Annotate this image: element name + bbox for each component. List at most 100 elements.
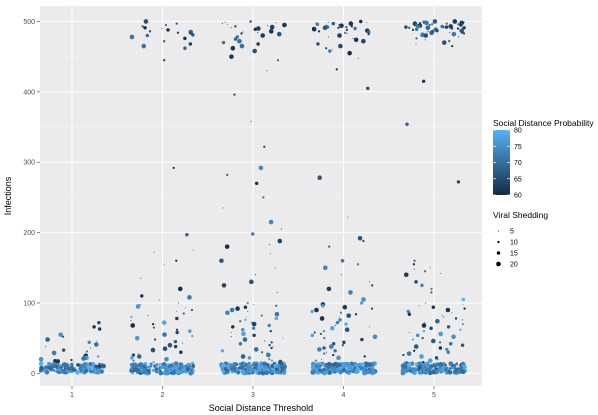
data-point: [230, 45, 236, 51]
data-point: [240, 369, 245, 375]
data-point: [220, 367, 225, 371]
data-point: [450, 363, 452, 366]
data-point: [323, 265, 328, 271]
data-point: [361, 38, 366, 44]
data-point: [311, 371, 316, 375]
data-point: [329, 326, 335, 331]
data-point: [138, 372, 140, 374]
data-point: [222, 371, 225, 374]
data-point: [89, 366, 95, 371]
data-point: [462, 319, 464, 321]
data-point: [324, 363, 326, 365]
data-point: [173, 361, 179, 366]
data-point: [350, 25, 354, 28]
data-point: [80, 369, 83, 372]
data-point: [175, 22, 178, 25]
data-point: [129, 364, 133, 367]
data-point: [162, 332, 167, 337]
data-point: [268, 358, 271, 361]
data-point: [49, 369, 52, 372]
size-legend-label: 20: [510, 262, 518, 269]
data-point: [311, 26, 317, 32]
data-point: [331, 342, 336, 346]
data-point: [252, 333, 256, 338]
data-point: [141, 43, 147, 49]
data-point: [329, 370, 331, 372]
data-point: [313, 331, 316, 334]
data-point: [314, 359, 318, 362]
data-point: [359, 19, 363, 24]
data-point: [95, 340, 98, 342]
x-axis-title: Social Distance Threshold: [209, 403, 313, 413]
data-point: [188, 370, 193, 376]
data-point: [45, 365, 49, 369]
data-point: [368, 326, 370, 328]
data-point: [435, 363, 440, 367]
data-point: [344, 363, 346, 366]
data-point: [446, 350, 450, 354]
data-point: [408, 331, 410, 334]
data-point: [75, 370, 80, 375]
data-point: [281, 369, 285, 372]
data-point: [147, 315, 149, 317]
data-point: [333, 349, 337, 353]
data-point: [421, 337, 424, 340]
data-point: [328, 344, 334, 349]
data-point: [159, 370, 161, 372]
data-point: [191, 334, 194, 338]
data-point: [460, 369, 466, 374]
data-point: [252, 48, 258, 54]
data-point: [328, 245, 331, 248]
color-legend: Social Distance Probability 80 75 70 65 60: [493, 118, 594, 200]
data-point: [257, 363, 259, 365]
data-point: [93, 371, 97, 375]
data-point: [439, 366, 441, 368]
data-point: [54, 364, 56, 366]
data-point: [61, 348, 66, 352]
data-point: [458, 36, 460, 38]
data-point: [337, 26, 340, 29]
data-point: [325, 351, 327, 353]
data-point: [38, 361, 44, 366]
data-point: [461, 297, 466, 302]
data-point: [271, 367, 275, 372]
data-point: [406, 369, 408, 372]
data-point: [413, 268, 416, 270]
y-tick-label: 200: [23, 230, 35, 237]
data-point: [163, 59, 166, 62]
colorbar-tick-label: 75: [514, 144, 522, 151]
data-point: [365, 368, 368, 372]
data-point: [175, 369, 181, 375]
data-point: [167, 368, 170, 371]
data-point: [423, 33, 429, 38]
data-point: [262, 365, 267, 369]
data-point: [457, 364, 459, 366]
data-point: [372, 364, 375, 368]
data-point: [449, 342, 453, 346]
data-point: [230, 372, 232, 374]
data-point: [227, 23, 229, 25]
data-point: [316, 42, 320, 46]
data-point: [256, 32, 259, 34]
data-point: [339, 369, 341, 371]
data-point: [58, 332, 63, 337]
data-point: [175, 316, 179, 321]
x-tick-label: 4: [342, 392, 346, 399]
data-point: [230, 27, 232, 29]
data-point: [237, 38, 242, 44]
data-point: [438, 341, 442, 344]
size-legend-key: [497, 240, 500, 244]
data-point: [232, 362, 237, 366]
data-point: [319, 332, 323, 336]
data-point: [340, 274, 342, 276]
data-point: [184, 368, 186, 370]
data-point: [150, 347, 156, 353]
data-point: [178, 364, 180, 366]
data-point: [338, 316, 340, 318]
data-point: [166, 28, 170, 32]
data-point: [326, 286, 332, 292]
data-point: [239, 320, 242, 323]
data-point: [253, 27, 258, 31]
data-point: [321, 304, 325, 308]
data-point: [427, 363, 430, 366]
